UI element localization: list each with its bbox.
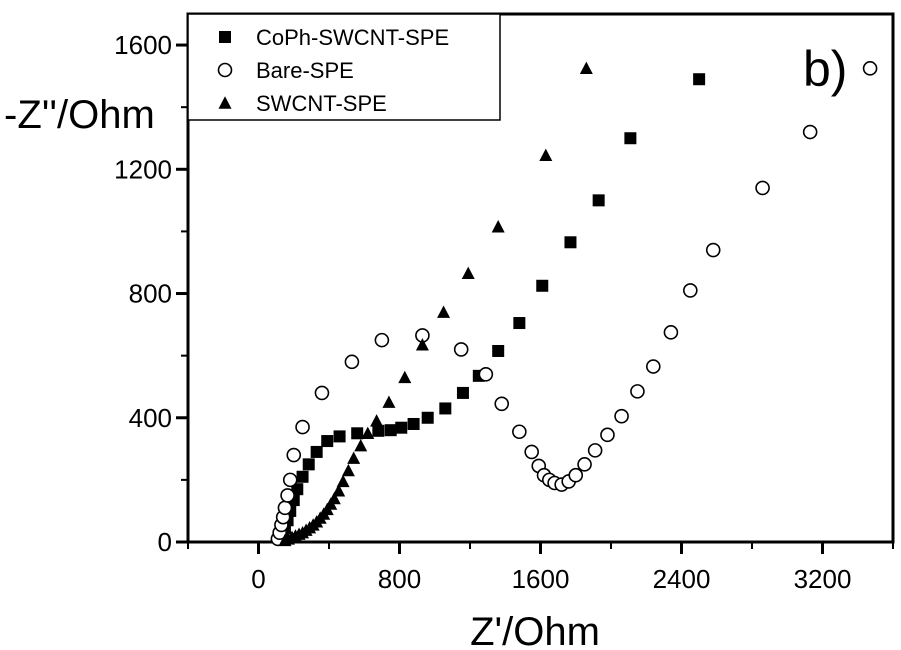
legend: CoPh-SWCNT-SPE Bare-SPE SWCNT-SPE bbox=[187, 13, 501, 121]
legend-marker bbox=[218, 96, 232, 109]
legend-item: Bare-SPE bbox=[217, 58, 354, 83]
data-point bbox=[398, 370, 412, 384]
data-point bbox=[645, 359, 661, 374]
data-point bbox=[282, 472, 298, 488]
data-point bbox=[614, 408, 629, 424]
data-point bbox=[341, 463, 355, 477]
data-point bbox=[384, 424, 397, 437]
data-point bbox=[564, 236, 577, 249]
data-point bbox=[755, 180, 770, 196]
data-point bbox=[802, 124, 818, 140]
data-point bbox=[372, 424, 385, 437]
x-axis-title: Z'/Ohm bbox=[470, 610, 600, 650]
data-point bbox=[295, 419, 310, 435]
data-point bbox=[524, 444, 539, 460]
y-tick-label: 1600 bbox=[114, 30, 172, 60]
data-marks bbox=[270, 61, 878, 547]
x-tick-label: 0 bbox=[251, 564, 265, 594]
legend-label: SWCNT-SPE bbox=[256, 91, 387, 116]
data-point bbox=[421, 411, 434, 424]
data-point bbox=[568, 467, 584, 483]
data-point bbox=[277, 500, 293, 516]
legend-box bbox=[187, 13, 501, 121]
data-point bbox=[587, 443, 603, 458]
data-point bbox=[382, 395, 396, 408]
panel-label: b) bbox=[803, 41, 847, 97]
data-point bbox=[395, 421, 408, 434]
data-point bbox=[439, 402, 452, 415]
series-2 bbox=[278, 61, 593, 547]
data-point bbox=[347, 451, 361, 464]
data-point bbox=[600, 427, 615, 443]
legend-label: CoPh-SWCNT-SPE bbox=[256, 25, 449, 50]
data-point bbox=[302, 458, 315, 471]
data-point bbox=[579, 61, 593, 75]
data-point bbox=[494, 396, 510, 412]
data-point bbox=[461, 266, 475, 280]
data-point bbox=[513, 317, 526, 330]
y-tick-label: 0 bbox=[158, 527, 172, 557]
series-0 bbox=[273, 73, 706, 545]
data-point bbox=[370, 414, 384, 427]
data-point bbox=[862, 61, 878, 76]
data-point bbox=[630, 384, 645, 399]
data-point bbox=[351, 427, 364, 440]
legend-label: Bare-SPE bbox=[256, 58, 354, 83]
data-point bbox=[705, 242, 721, 258]
y-tick-label: 400 bbox=[129, 403, 172, 433]
data-point bbox=[291, 483, 304, 496]
data-point bbox=[492, 344, 505, 357]
data-point bbox=[415, 338, 429, 351]
data-point bbox=[512, 424, 527, 440]
legend-item: SWCNT-SPE bbox=[218, 91, 387, 116]
data-point bbox=[314, 385, 330, 401]
data-point bbox=[332, 484, 346, 497]
data-point bbox=[374, 332, 390, 348]
x-tick-label: 2400 bbox=[653, 564, 711, 594]
y-axis-title: -Z''/Ohm bbox=[4, 93, 155, 137]
series-1 bbox=[270, 61, 878, 547]
legend-marker bbox=[219, 31, 231, 43]
data-point bbox=[693, 73, 706, 86]
data-point bbox=[361, 426, 375, 439]
data-point bbox=[683, 283, 698, 298]
data-point bbox=[310, 445, 323, 458]
data-point bbox=[286, 447, 302, 463]
data-point bbox=[344, 354, 360, 370]
data-point bbox=[577, 457, 592, 472]
data-point bbox=[478, 366, 494, 382]
x-tick-label: 3200 bbox=[794, 564, 852, 594]
data-point bbox=[456, 386, 469, 399]
data-point bbox=[280, 488, 295, 503]
y-tick-label: 1200 bbox=[114, 154, 172, 184]
data-point bbox=[624, 132, 637, 145]
x-tick-label: 1600 bbox=[512, 564, 570, 594]
data-point bbox=[536, 279, 549, 292]
data-point bbox=[491, 220, 505, 233]
data-point bbox=[539, 148, 553, 162]
x-tick-label: 800 bbox=[378, 564, 421, 594]
data-point bbox=[327, 491, 341, 505]
axes: 0 800 1600 2400 3200 0 400 800 1200 1600 bbox=[114, 30, 894, 594]
data-point bbox=[296, 470, 309, 483]
data-point bbox=[336, 474, 350, 488]
data-point bbox=[333, 430, 346, 443]
y-tick-label: 800 bbox=[129, 279, 172, 309]
data-point bbox=[453, 342, 469, 357]
data-point bbox=[321, 435, 334, 448]
data-point bbox=[407, 417, 420, 430]
data-point bbox=[592, 194, 605, 207]
data-point bbox=[437, 305, 451, 318]
data-point bbox=[354, 439, 368, 452]
legend-marker bbox=[217, 62, 233, 78]
data-point bbox=[663, 325, 679, 340]
legend-item: CoPh-SWCNT-SPE bbox=[219, 25, 449, 50]
